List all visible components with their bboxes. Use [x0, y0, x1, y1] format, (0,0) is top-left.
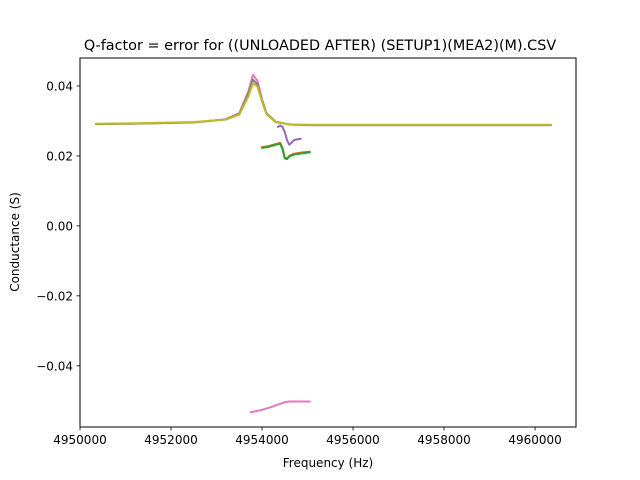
y-tick-label: 0.02: [46, 149, 73, 163]
x-tick-label: 4950000: [53, 433, 106, 447]
y-axis-ticks: −0.04 −0.02 0.00 0.02 0.04: [36, 79, 80, 373]
y-tick-label: −0.02: [36, 289, 73, 303]
chart-title: Q-factor = error for ((UNLOADED AFTER) (…: [84, 38, 557, 54]
series-line-3: [94, 82, 552, 126]
series-line-4: [276, 124, 302, 146]
y-tick-label: 0.04: [46, 79, 73, 93]
plot-frame: [79, 57, 577, 428]
x-axis-ticks: 4950000 4952000 4954000 4956000 4958000 49600…: [53, 427, 562, 447]
series-line-7: [261, 142, 311, 161]
y-tick-label: −0.04: [36, 359, 73, 373]
x-tick-label: 4956000: [326, 433, 379, 447]
y-axis-label: Conductance (S): [8, 192, 22, 292]
series-line-8: [249, 400, 311, 414]
y-tick-label: 0.00: [46, 219, 73, 233]
series-layer: [94, 73, 552, 414]
x-tick-label: 4954000: [235, 433, 288, 447]
x-tick-label: 4952000: [144, 433, 197, 447]
x-tick-label: 4958000: [417, 433, 470, 447]
x-tick-label: 4960000: [508, 433, 561, 447]
x-axis-label: Frequency (Hz): [283, 456, 374, 470]
